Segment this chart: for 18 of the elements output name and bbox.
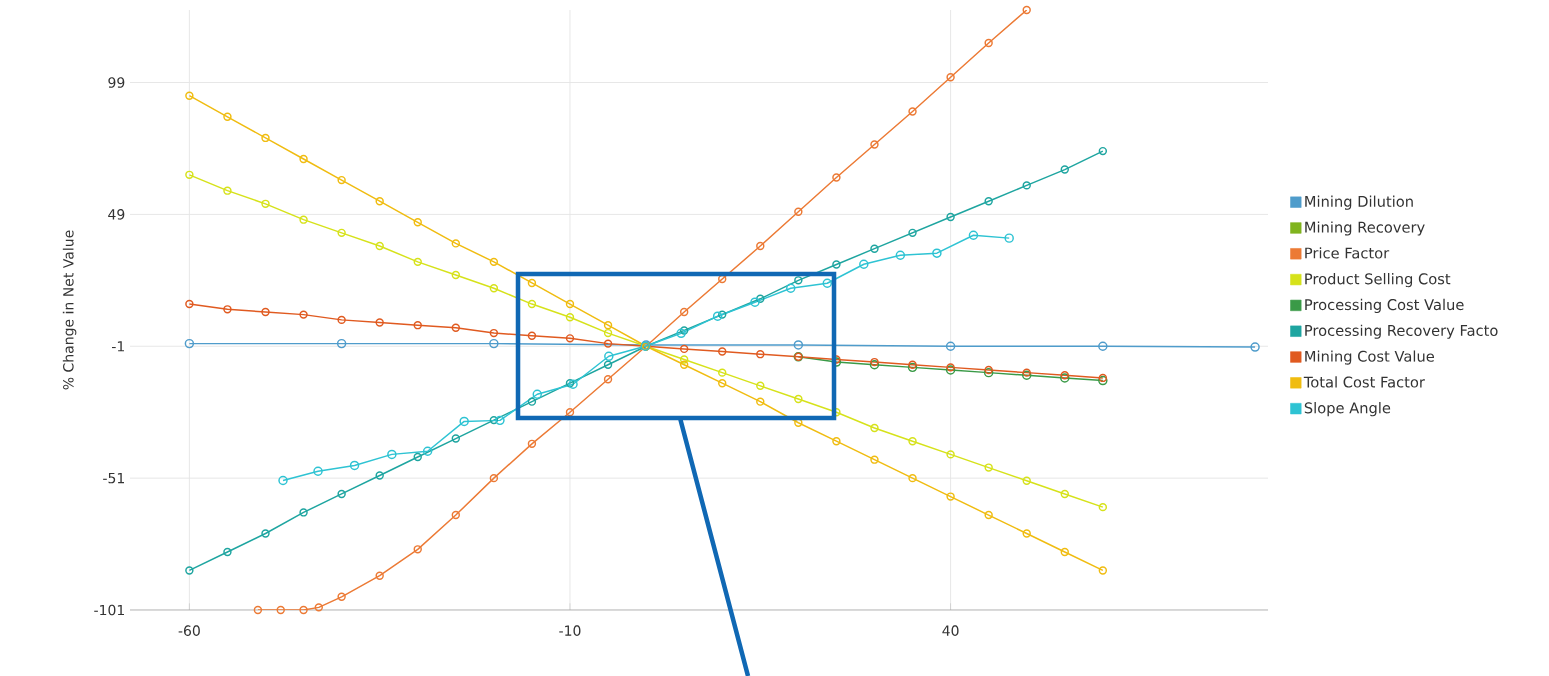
y-tick-label: 99: [108, 77, 125, 88]
y-tick-label: -1: [112, 341, 124, 352]
legend-label: Price Factor: [1305, 247, 1390, 259]
y-tick-label: -101: [94, 604, 124, 616]
y-tick-label: 49: [108, 209, 125, 220]
x-tick-label: -10: [559, 625, 581, 636]
legend-label: Mining Cost Value: [1305, 350, 1434, 365]
y-axis-title: % Change in Net Value: [62, 230, 77, 390]
legend-label: Processing Recovery Facto: [1305, 324, 1498, 339]
legend-label: Mining Dilution: [1305, 195, 1413, 210]
x-tick-label: 40: [942, 625, 959, 636]
legend-label: Processing Cost Value: [1305, 298, 1464, 314]
legend-label: Slope Angle: [1304, 402, 1391, 417]
x-tick-label: -60: [178, 625, 200, 636]
legend-label: Product Selling Cost: [1305, 273, 1451, 288]
legend-label: Mining Recovery: [1305, 221, 1425, 236]
legend-label: Total Cost Factor: [1303, 376, 1425, 388]
y-tick-label: -51: [103, 472, 124, 484]
